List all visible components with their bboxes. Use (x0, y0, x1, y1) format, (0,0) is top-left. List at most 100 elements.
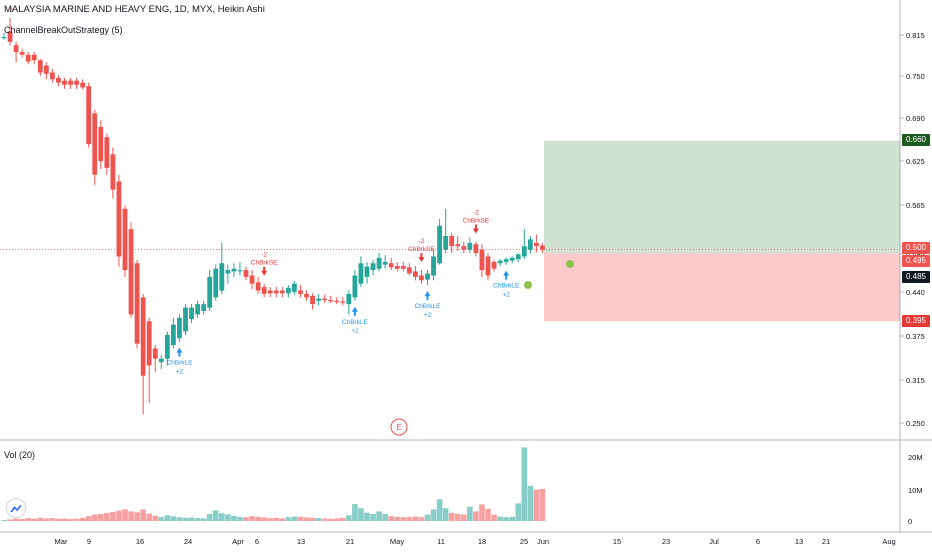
volume-bar (388, 516, 394, 521)
volume-bar (376, 511, 382, 521)
long-signal-label: ChBrkLE (493, 283, 520, 290)
candle-body (80, 82, 86, 88)
candle-body (146, 321, 152, 366)
candle-body (140, 297, 146, 376)
candle-body (358, 263, 364, 284)
volume-bar (315, 518, 322, 521)
volume-bar (43, 518, 50, 521)
volume-bar (285, 517, 292, 521)
volume-bar (73, 518, 80, 521)
short-signal-label: ChBrkSE (251, 260, 278, 267)
candle-body (25, 54, 31, 62)
candle-body (267, 290, 273, 294)
candle-body (334, 300, 340, 302)
short-signal-label: ChBrkSE (408, 246, 435, 253)
candle-body (231, 268, 237, 272)
volume-bar (327, 518, 334, 521)
price-tick-label: 0.565 (906, 201, 925, 210)
candle-body (171, 324, 176, 346)
long-signal-arrow (424, 291, 431, 301)
volume-bar (539, 489, 546, 521)
candle-body (104, 137, 110, 168)
volume-tick-label: 0 (908, 517, 912, 526)
candle-body (279, 290, 285, 294)
tradingview-logo-icon[interactable] (6, 498, 26, 518)
candle-body (92, 113, 98, 175)
volume-bar (140, 509, 146, 521)
volume-bar (31, 518, 38, 521)
short-signal-arrow (418, 253, 425, 263)
candle-body (98, 126, 104, 162)
exit-dot (566, 260, 574, 268)
volume-bar (188, 517, 195, 521)
long-signal-label: ChBrkLE (414, 303, 441, 310)
time-tick-label: 21 (346, 537, 354, 546)
volume-bar (303, 517, 310, 521)
volume-bar (297, 516, 304, 521)
candle-body (509, 257, 515, 261)
volume-bar (206, 513, 213, 521)
candle-body (413, 271, 418, 277)
volume-bar (55, 518, 62, 521)
candle-body (437, 225, 442, 264)
volume-bar (509, 516, 515, 521)
volume-bar (158, 517, 165, 521)
candle-body (255, 282, 261, 291)
volume-bar (394, 516, 401, 521)
candle-body (527, 239, 533, 250)
candle-body (152, 348, 158, 359)
candle-body (521, 246, 527, 257)
volume-bar (442, 508, 449, 521)
volume-bar (37, 517, 44, 521)
price-tick-label: 0.815 (906, 31, 925, 40)
candle-body (400, 266, 406, 269)
volume-bar (67, 519, 74, 521)
candle-body (189, 307, 194, 320)
volume-bar (176, 517, 183, 521)
candle-body (497, 260, 503, 264)
short-signal-arrow (472, 224, 479, 234)
volume-bar (321, 518, 328, 521)
volume-label[interactable]: Vol (20) (4, 450, 36, 460)
volume-bar (346, 515, 352, 521)
candle-body (37, 60, 43, 73)
price-tick-label: 0.250 (906, 419, 925, 428)
candle-body (19, 52, 25, 55)
strategy-label[interactable]: ChannelBreakOutStrategy (5) (4, 25, 123, 35)
volume-bar (352, 504, 358, 521)
volume-bar (461, 514, 467, 521)
chart-title[interactable]: MALAYSIA MARINE AND HEAVY ENG, 1D, MYX, … (4, 4, 265, 15)
volume-bar (249, 516, 255, 521)
candle-body (473, 244, 479, 254)
volume-bar (152, 515, 159, 521)
price-tick-label: 0.750 (906, 72, 925, 81)
time-tick-label: 21 (822, 537, 830, 546)
volume-bar (358, 508, 364, 521)
long-signal-qty: +2 (351, 328, 359, 335)
volume-bar (333, 518, 340, 521)
candle-body (304, 293, 309, 298)
candle-body (382, 261, 388, 265)
candle-body (328, 300, 334, 302)
candle-body (491, 261, 497, 269)
volume-bar (128, 511, 134, 521)
volume-bar (291, 516, 298, 521)
position-profit-zone (544, 140, 900, 254)
candle-body (74, 80, 79, 85)
volume-bar (212, 510, 219, 521)
price-tag-target: 0.660 (902, 134, 930, 146)
volume-bar (503, 517, 509, 521)
candle-body (431, 256, 436, 276)
volume-bar (194, 518, 201, 521)
candle-body (322, 298, 328, 301)
candle-body (62, 80, 67, 85)
price-tick-label: 0.440 (906, 288, 925, 297)
volume-bar (49, 518, 56, 521)
long-signal-arrow (176, 347, 183, 357)
candle-body (540, 245, 545, 250)
long-signal-qty: +2 (502, 292, 510, 299)
candle-body (183, 307, 188, 332)
